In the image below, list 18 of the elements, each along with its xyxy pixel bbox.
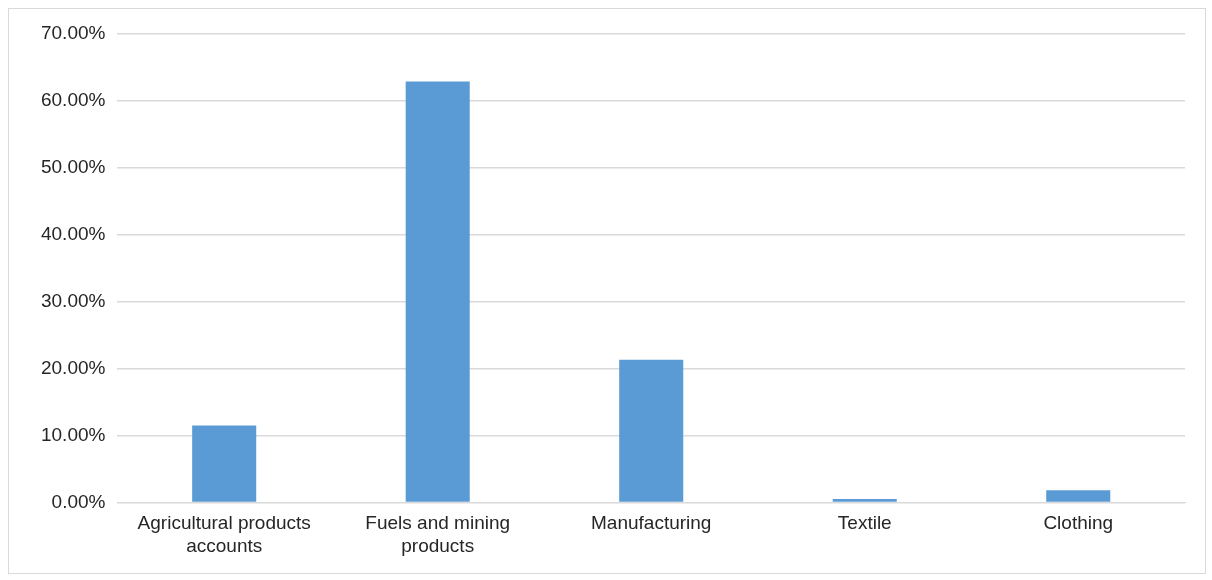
x-tick-label: Fuels and mining products: [365, 512, 511, 556]
y-tick-label: 0.00%: [51, 490, 106, 512]
y-tick-label: 50.00%: [40, 156, 106, 178]
x-tick-label: Manufacturing: [591, 512, 712, 534]
bar: [619, 359, 684, 502]
bar: [405, 81, 470, 502]
y-tick-label: 60.00%: [40, 89, 106, 111]
x-tick-label: Agricultural products accounts: [137, 512, 311, 556]
y-tick-label: 20.00%: [40, 356, 106, 378]
x-tick-label: Clothing: [1043, 512, 1114, 534]
x-tick-label: Textile: [837, 512, 892, 534]
bar: [832, 499, 897, 502]
y-tick-label: 10.00%: [40, 423, 106, 445]
bar: [1046, 490, 1111, 502]
y-tick-label: 40.00%: [40, 222, 106, 244]
bar: [192, 425, 257, 502]
y-tick-label: 70.00%: [40, 22, 106, 44]
y-tick-label: 30.00%: [40, 289, 106, 311]
